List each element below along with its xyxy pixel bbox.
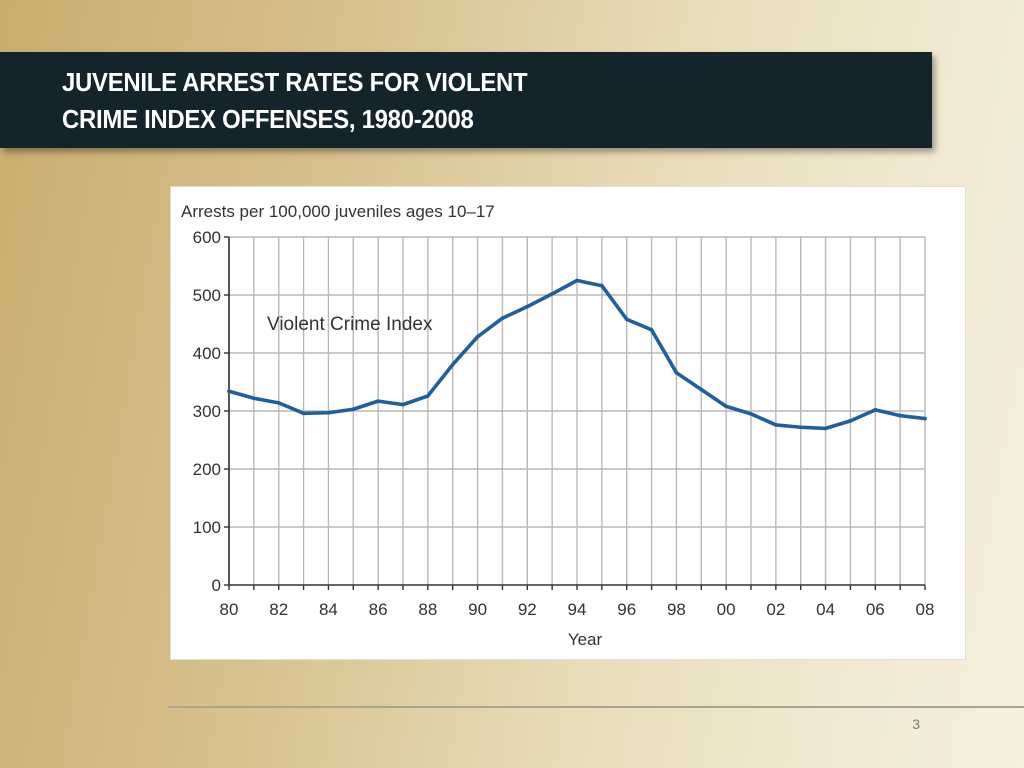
x-axis-label: Year: [568, 630, 603, 649]
x-tick-label: 02: [766, 600, 785, 619]
x-tick-label: 80: [220, 600, 239, 619]
data-point: [674, 370, 679, 375]
data-point: [749, 412, 753, 416]
y-tick-label: 200: [193, 460, 221, 479]
slide-title-line-1: JUVENILE ARREST RATES FOR VIOLENT: [62, 67, 528, 97]
y-tick-label: 100: [193, 518, 221, 537]
x-tick-label: 04: [816, 600, 835, 619]
data-point: [699, 387, 704, 392]
data-point: [575, 278, 579, 283]
y-axis-label: Arrests per 100,000 juveniles ages 10–17: [181, 202, 495, 221]
footer-divider: [168, 706, 1024, 708]
data-point: [426, 394, 430, 398]
data-point: [525, 304, 530, 309]
data-point: [401, 402, 405, 407]
data-point: [450, 362, 455, 367]
data-point: [326, 410, 331, 415]
x-tick-label: 00: [717, 600, 736, 619]
x-tick-label: 08: [916, 600, 935, 619]
data-point: [500, 316, 505, 320]
slide-title: JUVENILE ARREST RATES FOR VIOLENT CRIME …: [62, 64, 706, 138]
x-tick-label: 84: [319, 600, 338, 619]
data-point: [276, 401, 281, 405]
x-tick-label: 94: [568, 600, 587, 619]
x-tick-label: 90: [468, 600, 487, 619]
data-point: [301, 411, 306, 416]
slide-title-line-2: CRIME INDEX OFFENSES, 1980-2008: [62, 104, 474, 134]
data-point: [252, 396, 256, 401]
y-tick-label: 0: [212, 576, 221, 595]
data-point: [774, 423, 778, 427]
data-point: [376, 399, 380, 403]
x-tick-label: 82: [269, 600, 288, 619]
y-tick-label: 400: [193, 344, 221, 363]
series-label: Violent Crime Index: [267, 314, 433, 335]
y-tick-label: 300: [193, 402, 221, 421]
data-point: [798, 425, 803, 430]
data-point: [624, 317, 629, 322]
chart-frame: Arrests per 100,000 juveniles ages 10–17…: [170, 186, 966, 660]
x-tick-label: 88: [418, 600, 437, 619]
data-point: [550, 292, 554, 296]
x-tick-label: 86: [369, 600, 388, 619]
data-point: [873, 408, 878, 412]
data-point: [475, 334, 480, 339]
data-point: [848, 419, 853, 423]
data-point: [724, 404, 728, 409]
x-tick-label: 92: [518, 600, 537, 619]
title-bar: [0, 52, 932, 148]
data-point: [351, 407, 356, 412]
x-tick-label: 06: [866, 600, 885, 619]
line-chart: Arrests per 100,000 juveniles ages 10–17…: [181, 202, 935, 649]
data-point: [898, 413, 902, 418]
data-point: [823, 426, 828, 431]
data-point: [923, 416, 927, 421]
data-point: [600, 283, 604, 288]
data-point: [227, 389, 231, 394]
data-point: [649, 328, 654, 332]
x-tick-label: 96: [617, 600, 636, 619]
page-number: 3: [912, 716, 920, 732]
x-tick-label: 98: [667, 600, 686, 619]
y-tick-label: 500: [193, 286, 221, 305]
y-tick-label: 600: [193, 228, 221, 247]
